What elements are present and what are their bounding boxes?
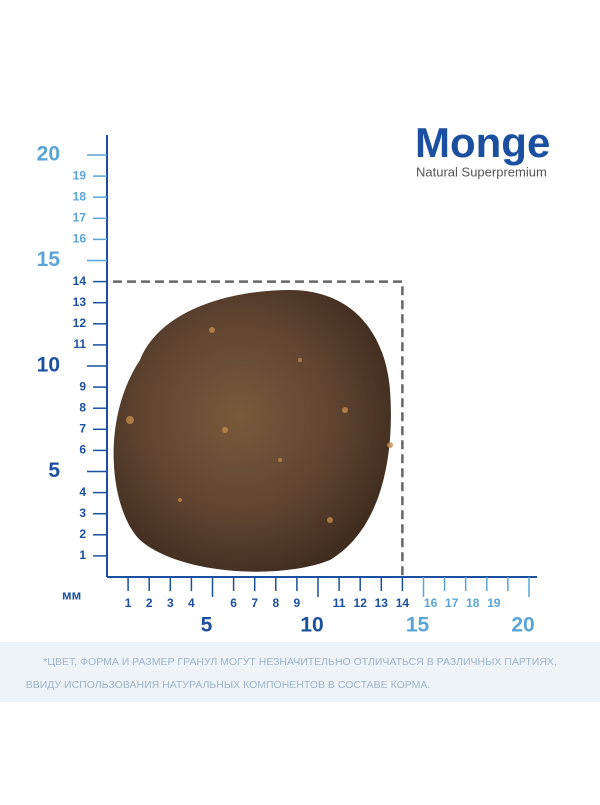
- ruler-label: 18: [466, 596, 480, 610]
- ruler-label: 18: [73, 189, 87, 203]
- ruler-label: 17: [73, 210, 87, 224]
- ruler-label-major: 10: [37, 354, 60, 377]
- ruler-label: 1: [125, 596, 132, 610]
- ruler-label: 2: [146, 596, 153, 610]
- disclaimer-line: *ЦВЕТ, ФОРМА И РАЗМЕР ГРАНУЛ МОГУТ НЕЗНА…: [43, 656, 557, 668]
- disclaimer-band: [0, 642, 600, 702]
- ruler-label: 8: [79, 400, 86, 414]
- pellet-texture: [126, 327, 393, 523]
- ruler-label-major: 10: [300, 614, 323, 637]
- ruler-label: 7: [79, 421, 86, 435]
- ruler-label: 8: [272, 596, 279, 610]
- ruler-label: 11: [333, 596, 346, 610]
- ruler-label-major: 5: [201, 614, 213, 637]
- ruler-label-major: 15: [37, 248, 61, 271]
- ruler-label: 9: [294, 596, 301, 610]
- ruler-label: 6: [230, 596, 237, 610]
- ruler-label: 14: [396, 596, 410, 610]
- ruler-label: 13: [73, 295, 87, 309]
- ruler-label: 13: [375, 596, 389, 610]
- ruler-label: 6: [79, 443, 86, 457]
- ruler-label: 9: [79, 379, 86, 393]
- ruler-label: 19: [487, 596, 501, 610]
- ruler-label: 4: [79, 485, 86, 499]
- ruler-label-major: 20: [37, 143, 60, 166]
- ruler-label: 12: [354, 596, 368, 610]
- ruler-label: 11: [73, 337, 86, 351]
- ruler-label: 3: [167, 596, 174, 610]
- ruler-label: 12: [73, 316, 87, 330]
- ruler-label: 1: [79, 548, 86, 562]
- ruler-label: 14: [73, 274, 87, 288]
- pellet: [113, 290, 391, 572]
- ruler-label: 16: [424, 596, 438, 610]
- ruler-label: 19: [73, 168, 87, 182]
- disclaimer-line: ВВИДУ ИСПОЛЬЗОВАНИЯ НАТУРАЛЬНЫХ КОМПОНЕН…: [26, 679, 431, 691]
- ruler-label: 16: [73, 232, 87, 246]
- ruler-label: 4: [188, 596, 195, 610]
- brand-name: Monge: [415, 119, 550, 166]
- ruler-label: 3: [79, 506, 86, 520]
- ruler-label: 17: [445, 596, 459, 610]
- ruler-label: 7: [251, 596, 258, 610]
- ruler-label-major: 5: [48, 459, 60, 482]
- ruler-label-major: 15: [406, 614, 430, 637]
- ruler-label-major: 20: [511, 614, 534, 637]
- ruler-label: 2: [79, 527, 86, 541]
- brand-tagline: Natural Superpremium: [416, 164, 547, 179]
- unit-label: мм: [62, 587, 81, 602]
